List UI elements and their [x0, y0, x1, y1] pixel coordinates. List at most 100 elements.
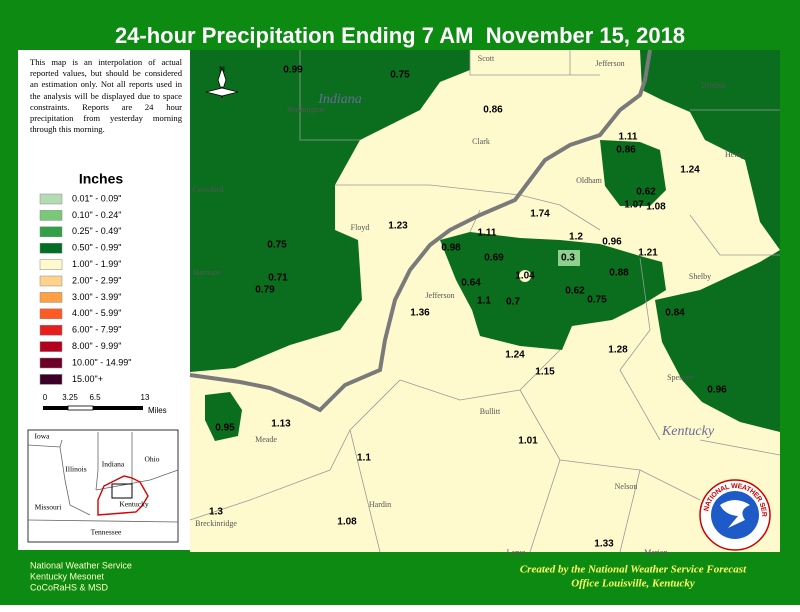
county-label: Jefferson	[425, 291, 454, 300]
reading: 0.96	[707, 385, 727, 396]
footer-left: National Weather Service	[30, 560, 132, 570]
legend-swatch	[39, 357, 63, 369]
reading: 0.64	[461, 278, 481, 289]
reading: 1.01	[518, 436, 538, 447]
legend-label: 4.00" - 5.99"	[72, 308, 121, 318]
county-label: Breckinridge	[195, 519, 237, 528]
legend-label: 0.25" - 0.49"	[72, 226, 121, 236]
county-label: Trimble	[700, 81, 726, 90]
legend-label: 6.00" - 7.99"	[72, 325, 121, 335]
reading: 1.2	[569, 232, 583, 243]
legend-title: Inches	[79, 171, 124, 187]
inset-map: Iowa Illinois Indiana Ohio Missouri Kentucky T…	[27, 429, 179, 543]
reading: 1.74	[530, 209, 550, 220]
county-label: Shelby	[689, 272, 711, 281]
reading: 0.62	[636, 187, 656, 198]
title: 24-hour Precipitation Ending 7 AM Novemb…	[115, 23, 685, 48]
state-label: Indiana	[317, 92, 362, 107]
legend-swatch	[39, 210, 63, 221]
reading: 0.98	[441, 243, 461, 254]
legend-swatch	[39, 374, 63, 385]
county-lines	[189, 50, 781, 553]
inset-label: Ohio	[145, 455, 160, 464]
reading: 0.62	[565, 286, 585, 297]
legend-label: 10.00" - 14.99"	[72, 357, 131, 367]
reading: 0.86	[616, 145, 636, 156]
footer-right: Office Louisville, Kentucky	[571, 578, 695, 590]
county-label: Meade	[255, 435, 277, 444]
county-label: Oldham	[576, 176, 603, 185]
county-label: Spencer	[667, 373, 693, 382]
reading: 0.69	[484, 253, 504, 264]
county-label: Scott	[478, 54, 495, 63]
reading: 1.24	[505, 350, 525, 361]
reading: 1.33	[594, 539, 614, 550]
reading: 1.15	[535, 367, 555, 378]
reading: 0.75	[267, 240, 287, 251]
scale-seg	[93, 406, 143, 410]
reading: 0.75	[587, 295, 607, 306]
scale-seg	[67, 405, 94, 411]
scale-label: 0	[43, 393, 48, 402]
compass: N	[205, 65, 239, 98]
reading: 1.28	[608, 345, 628, 356]
county-label: Hardin	[369, 500, 391, 509]
legend: 0.01" - 0.09" 0.10" - 0.24" 0.25" - 0.49" 0…	[39, 193, 131, 385]
inset-label: Missouri	[35, 503, 62, 512]
ohio-river	[189, 49, 652, 413]
reading: 0.7	[506, 297, 520, 308]
county-label: Larue	[507, 548, 526, 557]
legend-swatch	[39, 259, 63, 270]
area	[600, 140, 666, 206]
county-label: Nelson	[615, 482, 638, 491]
reading: 0.75	[390, 70, 410, 81]
reading: 1.04	[515, 271, 535, 282]
county-label: Henry	[725, 150, 745, 159]
inset-label: Indiana	[102, 460, 125, 469]
county-label: Jefferson	[595, 59, 624, 68]
county-line	[189, 50, 781, 553]
legend-swatch	[39, 324, 63, 336]
reading: 0.71	[268, 273, 288, 284]
reading: 0.79	[255, 285, 275, 296]
state-label: Kentucky	[661, 424, 715, 439]
legend-swatch	[39, 193, 63, 205]
area	[600, 50, 780, 250]
reading: 1.36	[410, 308, 430, 319]
compass-ns	[217, 66, 227, 94]
map-labels: Indiana Kentucky Scott Jefferson Trimble Wash…	[193, 54, 745, 557]
reading: 1.21	[638, 248, 658, 259]
inset-kentucky	[97, 475, 149, 516]
footer-right: Created by the National Weather Service …	[520, 564, 747, 576]
reading: 1.13	[271, 419, 291, 430]
legend-swatch	[39, 308, 63, 320]
legend-label: 0.10" - 0.24"	[72, 210, 121, 220]
green-areas	[190, 50, 780, 441]
reading: 0.3	[561, 253, 575, 264]
legend-swatch	[39, 341, 63, 352]
area	[205, 392, 242, 441]
reading: 0.99	[283, 65, 303, 76]
reading: 0.95	[215, 423, 235, 434]
county-label: Crawford	[193, 185, 224, 194]
footer-left: CoCoRaHS & MSD	[30, 582, 109, 592]
reading: 1.23	[388, 221, 408, 232]
inset-borders	[27, 432, 179, 523]
inset-label: Tennessee	[91, 528, 122, 537]
reading: 0.84	[665, 308, 685, 319]
reading: 0.88	[609, 268, 629, 279]
logo-symbol	[720, 500, 750, 528]
scale-seg	[43, 406, 68, 410]
inset-label: Kentucky	[119, 500, 148, 509]
legend-swatch	[39, 292, 63, 303]
light-area	[558, 250, 580, 266]
reading: 1.11	[478, 228, 497, 239]
legend-label: 2.00" - 2.99"	[72, 275, 121, 285]
reading: 1.07	[624, 200, 644, 211]
area	[190, 50, 470, 372]
area	[655, 250, 780, 432]
county-label: Floyd	[351, 223, 370, 232]
legend-label: 0.01" - 0.09"	[72, 193, 121, 203]
